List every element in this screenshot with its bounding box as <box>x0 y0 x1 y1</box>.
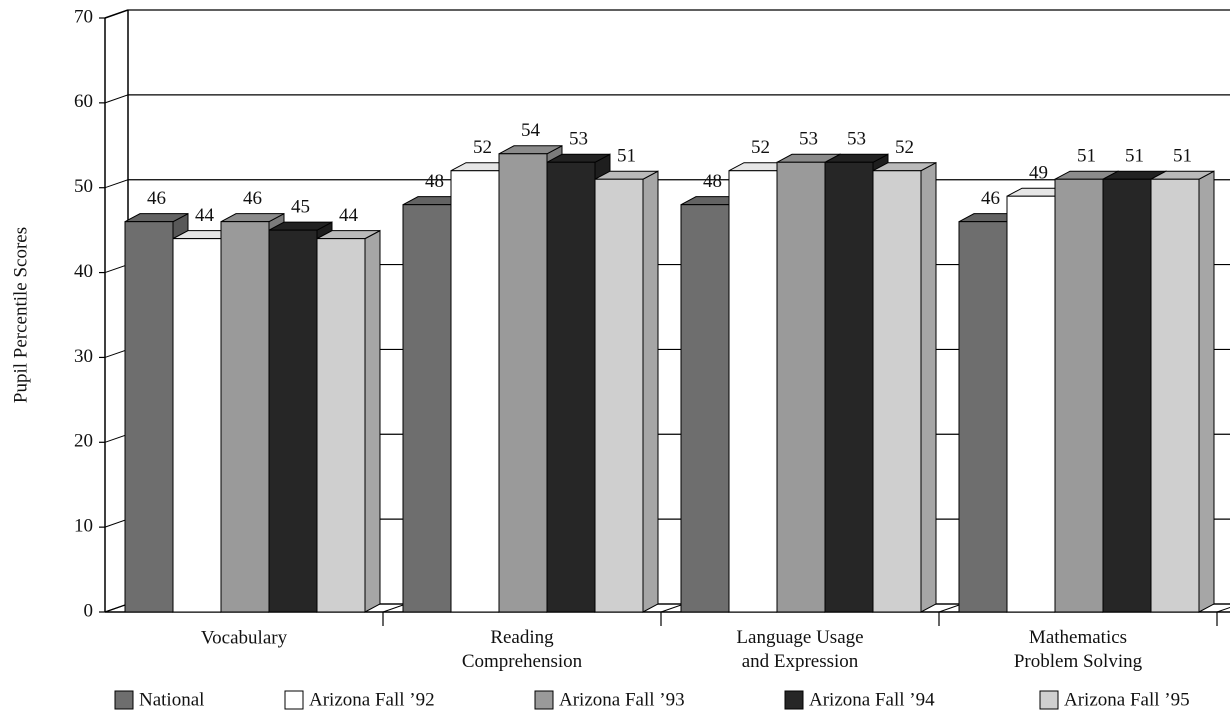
grid-line-side <box>104 348 129 358</box>
x-tick-label: Language Usage and Expression <box>736 627 863 672</box>
grid-line-side <box>104 433 129 443</box>
value-label: 52 <box>895 137 914 158</box>
value-label: 46 <box>147 188 166 209</box>
value-label: 53 <box>569 129 588 150</box>
bar <box>776 161 826 613</box>
value-label: 53 <box>799 129 818 150</box>
value-label: 44 <box>339 205 359 226</box>
grid-line-side <box>104 603 129 613</box>
legend-swatch <box>1039 690 1059 710</box>
value-label: 52 <box>473 137 492 158</box>
value-label: 51 <box>617 146 636 167</box>
grid-line-side <box>104 264 129 274</box>
bar <box>680 204 730 613</box>
value-label: 51 <box>1173 146 1192 167</box>
bar <box>872 170 922 613</box>
bar <box>1054 178 1104 613</box>
legend-swatch <box>534 690 554 710</box>
bar <box>172 238 222 613</box>
y-tick-label: 20 <box>74 431 93 452</box>
bar <box>124 221 174 613</box>
bar-side <box>364 229 381 613</box>
bar-side <box>642 170 659 613</box>
value-label: 52 <box>751 137 770 158</box>
value-label: 49 <box>1029 163 1048 184</box>
bar <box>268 229 318 613</box>
x-tick-label: Mathematics Problem Solving <box>1014 627 1143 672</box>
legend-label: Arizona Fall ’95 <box>1064 689 1190 710</box>
bar <box>402 204 452 613</box>
category-divider-floor <box>938 603 963 613</box>
legend-label: Arizona Fall ’94 <box>809 689 935 710</box>
bar <box>594 178 644 613</box>
value-label: 46 <box>243 188 262 209</box>
bar <box>958 221 1008 613</box>
value-label: 45 <box>291 197 310 218</box>
y-tick-label: 0 <box>84 600 94 621</box>
value-label: 51 <box>1077 146 1096 167</box>
x-tick-label: Reading Comprehension <box>462 627 583 672</box>
y-tick-label: 60 <box>74 91 93 112</box>
bar <box>728 170 778 613</box>
bar <box>498 153 548 613</box>
bar <box>1006 195 1056 613</box>
bar-side <box>1198 170 1215 613</box>
value-label: 51 <box>1125 146 1144 167</box>
grid-line-side <box>104 9 129 19</box>
category-divider-floor <box>660 603 685 613</box>
bar <box>824 161 874 613</box>
value-label: 44 <box>195 205 215 226</box>
y-tick-label: 30 <box>74 346 93 367</box>
bar <box>220 221 270 613</box>
bar <box>450 170 500 613</box>
y-tick-label: 50 <box>74 176 93 197</box>
y-tick-label: 40 <box>74 261 93 282</box>
bar-side <box>920 161 937 613</box>
grid-line-side <box>104 518 129 528</box>
legend-label: Arizona Fall ’93 <box>559 689 685 710</box>
value-label: 54 <box>521 120 541 141</box>
value-label: 48 <box>703 171 722 192</box>
x-tick-label: Vocabulary <box>201 627 288 648</box>
y-tick-label: 10 <box>74 516 93 537</box>
bar <box>546 161 596 613</box>
bar <box>316 238 366 613</box>
category-divider-floor <box>1216 606 1230 613</box>
value-label: 53 <box>847 129 866 150</box>
legend-swatch <box>284 690 304 710</box>
value-label: 48 <box>425 171 444 192</box>
grid-line-side <box>104 179 129 189</box>
y-tick-label: 70 <box>74 6 93 27</box>
value-label: 46 <box>981 188 1000 209</box>
category-divider-floor <box>382 603 407 613</box>
legend-label: Arizona Fall ’92 <box>309 689 435 710</box>
legend-swatch <box>114 690 134 710</box>
grid-line-side <box>104 94 129 104</box>
bar <box>1102 178 1152 613</box>
legend-label: National <box>139 689 204 710</box>
legend-swatch <box>784 690 804 710</box>
bar <box>1150 178 1200 613</box>
y-axis-label: Pupil Percentile Scores <box>10 227 31 403</box>
